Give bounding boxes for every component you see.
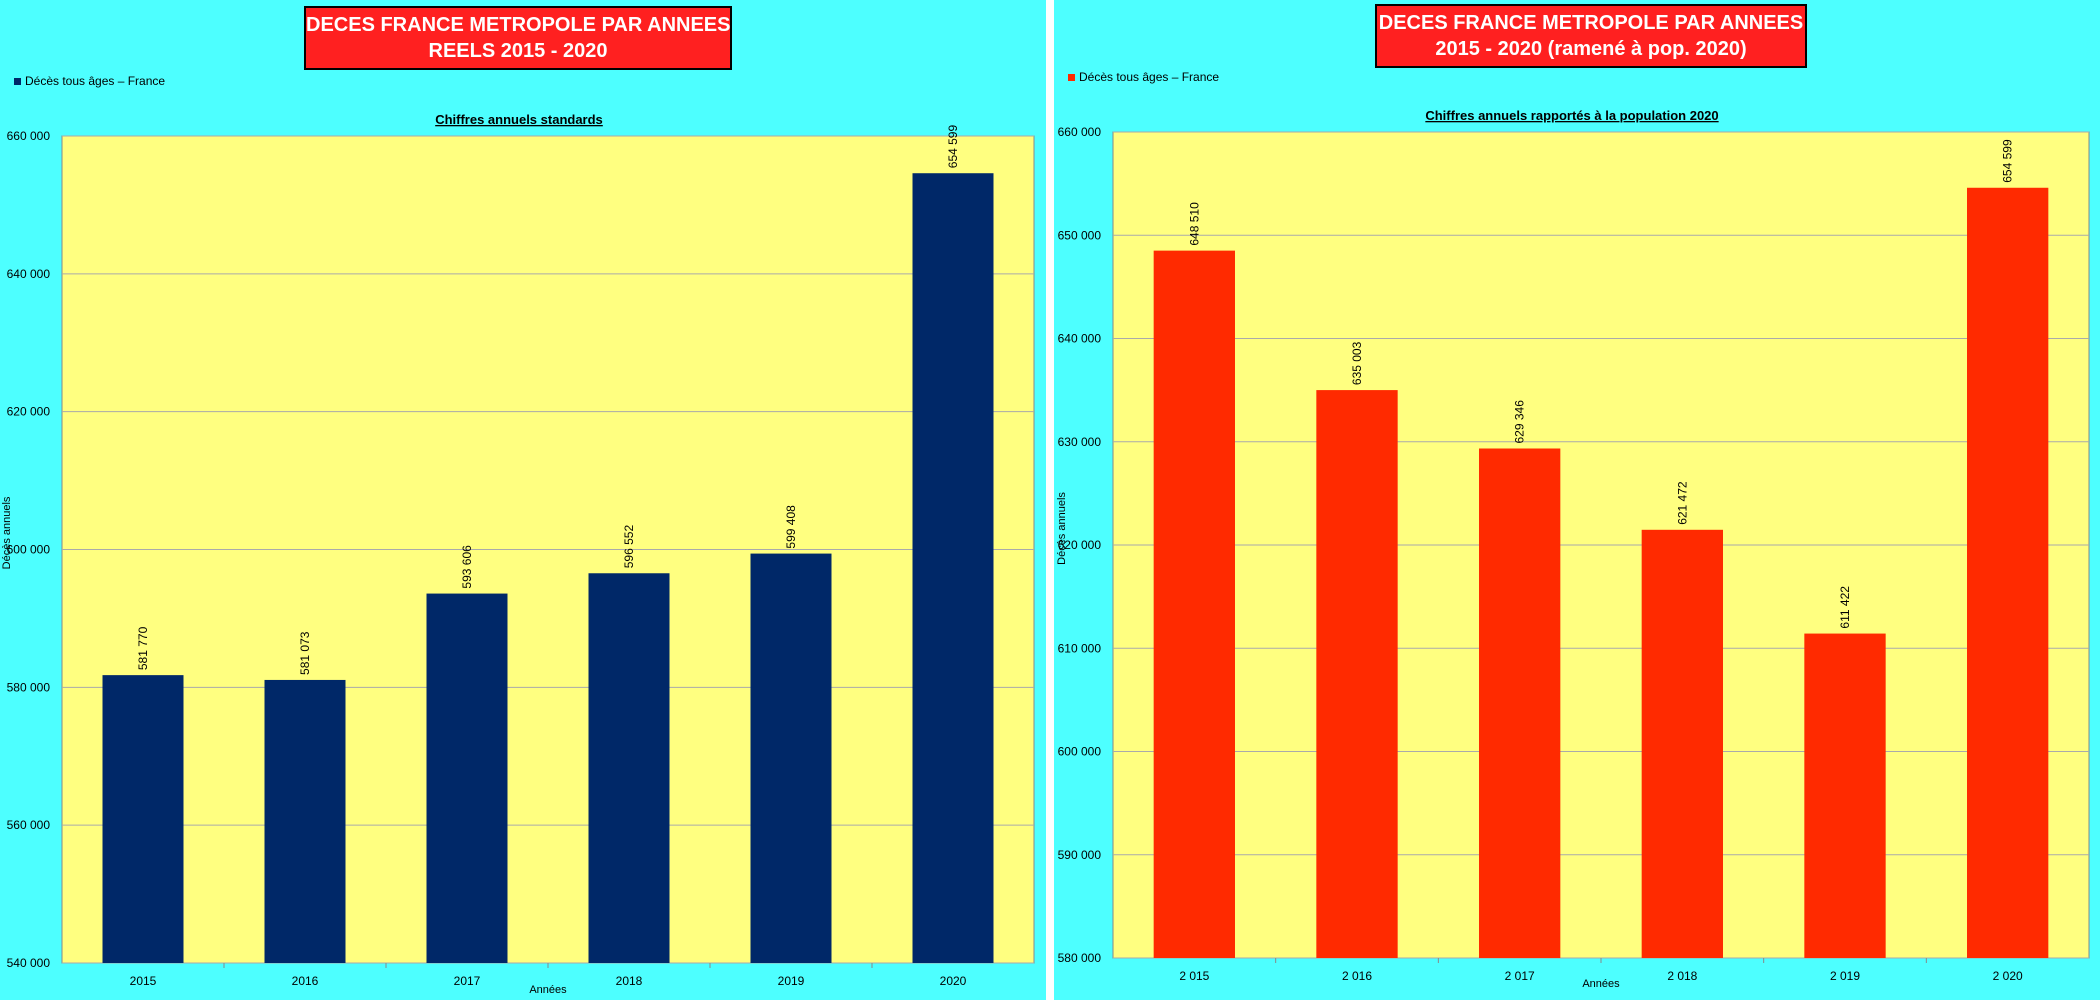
bar bbox=[1153, 250, 1235, 958]
chart-legend: Décès tous âges – France bbox=[1068, 70, 1219, 84]
y-tick-label: 660 000 bbox=[1058, 125, 1102, 139]
x-tick-label: 2 020 bbox=[1993, 969, 2023, 983]
legend-label: Décès tous âges – France bbox=[1079, 70, 1220, 84]
y-axis-label: Décès annuels bbox=[1056, 492, 1068, 565]
bar bbox=[1479, 448, 1561, 958]
x-tick-label: 2015 bbox=[130, 974, 157, 988]
x-tick-label: 2 019 bbox=[1830, 969, 1860, 983]
data-label: 654 599 bbox=[946, 125, 960, 169]
bar bbox=[102, 675, 184, 963]
x-tick-label: 2016 bbox=[292, 974, 319, 988]
chart-subtitle: Chiffres annuels standards bbox=[435, 112, 603, 127]
data-label: 581 770 bbox=[136, 626, 150, 670]
data-label: 593 606 bbox=[460, 545, 474, 589]
x-tick-label: 2 018 bbox=[1667, 969, 1697, 983]
y-tick-label: 560 000 bbox=[7, 818, 51, 832]
data-label: 611 422 bbox=[1838, 586, 1852, 629]
bar bbox=[1316, 390, 1398, 959]
bar bbox=[1804, 633, 1886, 958]
y-axis-label: Décès annuels bbox=[1, 496, 13, 569]
data-label: 596 552 bbox=[622, 525, 636, 569]
title-line-1: DECES FRANCE METROPOLE PAR ANNEES bbox=[1378, 12, 1804, 34]
title-line-2: 2015 - 2020 (ramené à pop. 2020) bbox=[1435, 38, 1747, 60]
y-tick-label: 580 000 bbox=[7, 680, 51, 694]
y-tick-label: 660 000 bbox=[7, 129, 51, 143]
x-tick-label: 2 015 bbox=[1179, 969, 1209, 983]
bar bbox=[264, 679, 346, 963]
x-tick-label: 2017 bbox=[454, 974, 481, 988]
chart-subtitle: Chiffres annuels rapportés à la populati… bbox=[1425, 108, 1718, 123]
y-tick-label: 590 000 bbox=[1058, 848, 1102, 862]
chart-title-box: DECES FRANCE METROPOLE PAR ANNEES 2015 -… bbox=[1375, 4, 1807, 68]
bar bbox=[912, 173, 994, 963]
x-axis-label: Années bbox=[1582, 978, 1620, 990]
x-axis-label: Années bbox=[529, 984, 567, 996]
bar bbox=[588, 573, 670, 963]
y-tick-label: 640 000 bbox=[1058, 332, 1102, 346]
x-tick-label: 2018 bbox=[616, 974, 643, 988]
legend-swatch bbox=[1068, 74, 1075, 82]
legend-swatch bbox=[14, 78, 21, 86]
chart-legend: Décès tous âges – France bbox=[14, 74, 165, 88]
y-tick-label: 600 000 bbox=[7, 543, 51, 557]
bar-chart-left: 540 000 560 000 580 000 600 000 620 000 640 0… bbox=[1, 112, 1035, 996]
bar bbox=[1967, 187, 2049, 958]
right-chart-panel: DECES FRANCE METROPOLE PAR ANNEES 2015 -… bbox=[1054, 0, 2100, 1000]
y-tick-label: 580 000 bbox=[1058, 951, 1102, 965]
y-tick-label: 540 000 bbox=[7, 956, 51, 970]
data-label: 648 510 bbox=[1187, 202, 1201, 246]
y-tick-label: 640 000 bbox=[7, 267, 51, 281]
y-tick-label: 600 000 bbox=[1058, 745, 1102, 759]
data-label: 635 003 bbox=[1350, 341, 1364, 385]
x-tick-label: 2 017 bbox=[1505, 969, 1535, 983]
y-tick-label: 610 000 bbox=[1058, 641, 1102, 655]
x-tick-label: 2020 bbox=[940, 974, 967, 988]
data-label: 654 599 bbox=[2001, 139, 2015, 183]
title-line-2: REELS 2015 - 2020 bbox=[428, 40, 608, 62]
data-label: 629 346 bbox=[1513, 400, 1527, 444]
bar-chart-right: 580 000 590 000 600 000 610 000 620 000 630 0… bbox=[1056, 108, 2090, 990]
data-label: 581 073 bbox=[298, 631, 312, 675]
bar bbox=[750, 553, 832, 963]
legend-label: Décès tous âges – France bbox=[25, 74, 166, 88]
left-chart-panel: DECES FRANCE METROPOLE PAR ANNEES REELS … bbox=[0, 0, 1046, 1000]
data-label: 621 472 bbox=[1675, 481, 1689, 525]
bar bbox=[426, 593, 508, 963]
data-label: 599 408 bbox=[784, 505, 798, 549]
y-tick-label: 620 000 bbox=[7, 405, 51, 419]
y-tick-label: 650 000 bbox=[1058, 228, 1102, 242]
y-tick-label: 620 000 bbox=[1058, 538, 1102, 552]
title-line-1: DECES FRANCE METROPOLE PAR ANNEES bbox=[306, 14, 731, 36]
y-tick-label: 630 000 bbox=[1058, 435, 1102, 449]
bar bbox=[1641, 529, 1723, 958]
x-tick-label: 2 016 bbox=[1342, 969, 1372, 983]
x-tick-label: 2019 bbox=[778, 974, 805, 988]
chart-title-box: DECES FRANCE METROPOLE PAR ANNEES REELS … bbox=[304, 6, 732, 70]
